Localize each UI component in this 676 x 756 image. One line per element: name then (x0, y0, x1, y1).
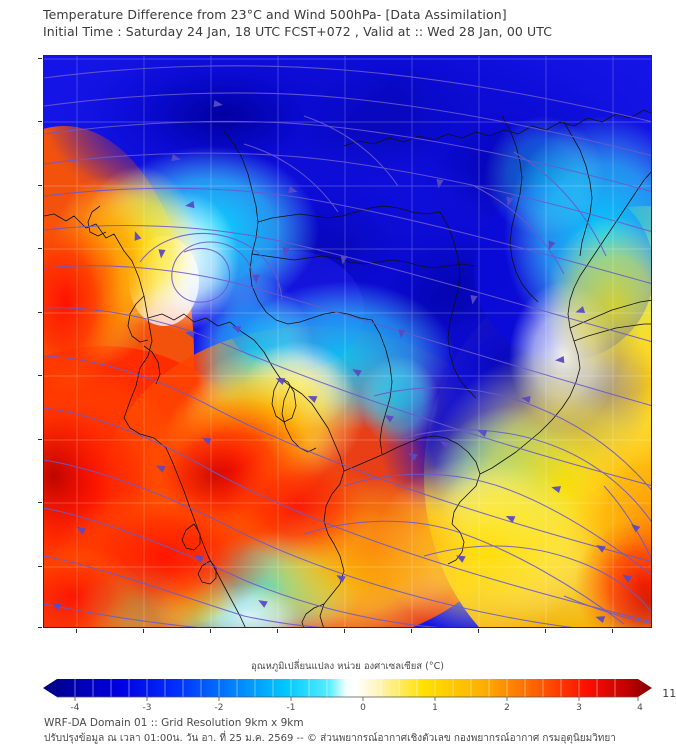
xtick-mark (277, 629, 278, 633)
xtick-mark (545, 629, 546, 633)
ytick-mark (38, 375, 42, 376)
wind-streamlines (44, 65, 651, 627)
xtick-mark (210, 629, 211, 633)
ytick-mark (38, 502, 42, 503)
colorbar-tick-0: 0 (360, 703, 366, 713)
xtick-mark (76, 629, 77, 633)
colorbar-tick--4: -4 (70, 703, 80, 713)
map-frame (43, 55, 652, 628)
colorbar-tick--2: -2 (214, 703, 224, 713)
ytick-mark (38, 121, 42, 122)
temperature-field (44, 56, 651, 627)
ytick-mark (38, 185, 42, 186)
colorbar-caption: อุณหภูมิเปลี่ยนแปลง หน่วย องศาเซลเซียส (… (251, 661, 444, 672)
colorbar-tick--3: -3 (142, 703, 152, 713)
colorbar-tick-1: 1 (432, 703, 438, 713)
ytick-mark (38, 312, 42, 313)
ytick-mark (38, 439, 42, 440)
colorbar-tick-2: 2 (504, 703, 510, 713)
ytick-mark (38, 627, 42, 628)
xtick-mark (478, 629, 479, 633)
map-plot-area: 22°N 20°N 18°N 16°N 14°N 12°N 10°N 8°N 6… (38, 55, 676, 700)
xtick-mark (411, 629, 412, 633)
xtick-mark (612, 629, 613, 633)
footer-model-info: WRF-DA Domain 01 :: Grid Resolution 9km … (44, 717, 304, 729)
footer-attribution: ปรับปรุงข้อมูล ณ เวลา 01:00น. วัน อา. ที… (44, 733, 616, 744)
xtick-label-112E: 112°E (662, 687, 676, 700)
colorbar (43, 679, 652, 701)
xtick-mark (344, 629, 345, 633)
colorbar-block: อุณหภูมิเปลี่ยนแปลง หน่วย องศาเซลเซียส (… (43, 660, 652, 717)
colorbar-tick-4: 4 (637, 703, 643, 713)
ytick-mark (38, 566, 42, 567)
ytick-mark (38, 248, 42, 249)
ytick-mark (38, 58, 42, 59)
xtick-mark (143, 629, 144, 633)
chart-subtitle: Initial Time : Saturday 24 Jan, 18 UTC F… (43, 24, 553, 39)
colorbar-tick-3: 3 (576, 703, 582, 713)
title-block: Temperature Difference from 23°C and Win… (43, 6, 663, 40)
coastline-borders (44, 109, 651, 627)
chart-title: Temperature Difference from 23°C and Win… (43, 7, 507, 22)
colorbar-tick--1: -1 (286, 703, 296, 713)
wind-arrow-markers (52, 100, 641, 624)
